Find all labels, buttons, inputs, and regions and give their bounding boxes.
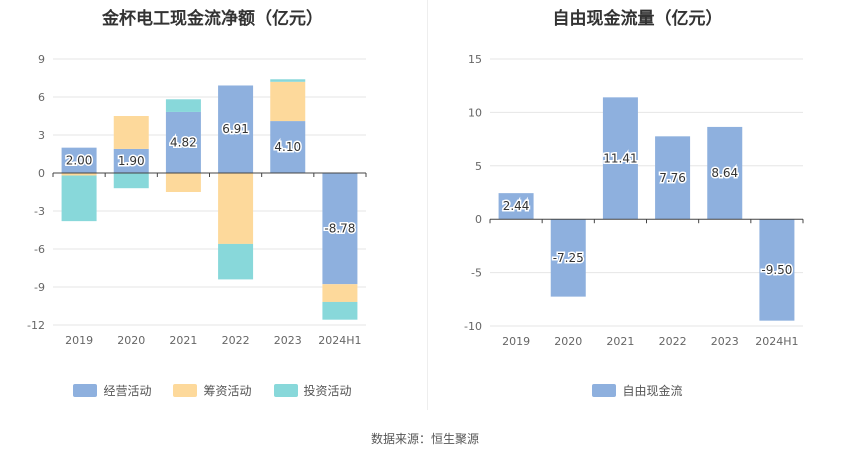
free-cash-flow-chart: 15 10 5 0 -5 -10 2019 2020 2021 2022 2023 2024H1 2.4… xyxy=(464,53,804,348)
data-label: 4.82 xyxy=(170,135,197,149)
bar-segment xyxy=(759,219,795,321)
bar-segment xyxy=(550,219,586,297)
y-tick-label: 9 xyxy=(38,53,45,66)
data-label: 8.64 xyxy=(711,166,738,180)
panel-divider xyxy=(427,0,428,410)
bar-segment xyxy=(61,147,97,173)
data-label: 4.10 xyxy=(274,140,301,154)
bar-segment xyxy=(602,97,638,220)
data-source-footer: 数据来源：恒生聚源 xyxy=(370,432,479,446)
x-tick-label: 2021 xyxy=(169,334,197,347)
legend-swatch xyxy=(273,384,298,397)
x-tick-label: 2024H1 xyxy=(755,335,798,348)
legend-label: 筹资活动 xyxy=(203,384,252,398)
bars xyxy=(498,97,795,321)
legend-item[interactable]: 投资活动 xyxy=(273,382,352,399)
y-tick-label: -12 xyxy=(27,319,45,332)
bar-segment xyxy=(61,175,97,222)
x-tick-label: 2020 xyxy=(554,335,582,348)
data-label: 1.90 xyxy=(118,154,145,168)
legend-item[interactable]: 自由现金流 xyxy=(592,382,683,399)
data-label: -8.78 xyxy=(324,222,355,236)
bars xyxy=(61,79,358,320)
legend-swatch xyxy=(173,384,198,397)
y-tick-label: 0 xyxy=(475,213,482,226)
bar-segment xyxy=(113,173,149,189)
bar-segment xyxy=(165,99,201,112)
x-tick-label: 2020 xyxy=(117,334,145,347)
y-tick-label: -5 xyxy=(471,267,482,280)
y-tick-label: 15 xyxy=(468,53,482,66)
bar-segment xyxy=(655,136,691,220)
chart-title: 自由现金流量（亿元） xyxy=(552,9,723,29)
bar-segment xyxy=(270,81,306,122)
cash-flow-chart: 9 6 3 0 -3 -6 -9 -12 2019 2020 2021 2022 2023 2024H1 2… xyxy=(27,53,367,347)
y-tick-label: -9 xyxy=(34,281,45,294)
legend-label: 投资活动 xyxy=(303,384,352,398)
y-tick-label: 0 xyxy=(38,167,45,180)
bar-segment xyxy=(218,173,254,244)
data-label: 2.44 xyxy=(503,199,530,213)
bar-segment xyxy=(707,126,743,220)
data-label: 2.00 xyxy=(66,153,93,167)
legend-item[interactable]: 筹资活动 xyxy=(173,382,252,399)
x-tick-label: 2019 xyxy=(502,335,530,348)
bar-segment xyxy=(498,193,534,220)
left-chart-panel: 金杯电工现金流净额（亿元） 9 6 3 0 -3 -6 -9 -12 2019 2020 2021 2… xyxy=(0,0,425,410)
data-label: -9.50 xyxy=(761,263,792,277)
right-chart-panel: 自由现金流量（亿元） 15 10 5 0 -5 -10 2019 2020 2021 2022 20… xyxy=(425,0,850,410)
legend: 自由现金流 xyxy=(425,382,850,399)
x-tick-label: 2024H1 xyxy=(318,334,361,347)
legend-swatch xyxy=(73,384,98,397)
x-tick-label: 2023 xyxy=(274,334,302,347)
x-tick-label: 2022 xyxy=(659,335,687,348)
y-tick-label: 3 xyxy=(38,129,45,142)
y-tick-label: -3 xyxy=(34,205,45,218)
chart-title: 金杯电工现金流净额（亿元） xyxy=(102,9,323,29)
legend-label: 自由现金流 xyxy=(622,384,683,398)
bar-segment xyxy=(270,79,306,82)
y-tick-label: 5 xyxy=(475,160,482,173)
bar-segment xyxy=(270,121,306,173)
bar-segment xyxy=(165,111,201,173)
bar-segment xyxy=(113,116,149,149)
x-tick-label: 2019 xyxy=(65,334,93,347)
legend: 经营活动 筹资活动 投资活动 xyxy=(0,382,425,399)
x-tick-label: 2023 xyxy=(711,335,739,348)
data-label: -7.25 xyxy=(553,251,584,265)
bar-segment xyxy=(322,173,358,285)
bar-segment xyxy=(165,173,201,192)
bar-segment xyxy=(322,284,358,302)
y-tick-label: -10 xyxy=(464,320,482,333)
bar-segment xyxy=(218,243,254,280)
data-label: 11.41 xyxy=(603,151,637,165)
legend-swatch xyxy=(592,384,617,397)
y-tick-label: -6 xyxy=(34,243,45,256)
legend-label: 经营活动 xyxy=(103,384,152,398)
y-tick-label: 10 xyxy=(468,106,482,119)
bar-segment xyxy=(218,85,254,173)
data-label: 6.91 xyxy=(222,122,249,136)
bar-segment xyxy=(113,148,149,173)
data-label: 7.76 xyxy=(659,171,686,185)
bar-segment xyxy=(322,301,358,320)
y-tick-label: 6 xyxy=(38,91,45,104)
bar-segment xyxy=(61,173,97,176)
x-tick-label: 2022 xyxy=(222,334,250,347)
legend-item[interactable]: 经营活动 xyxy=(73,382,151,399)
x-tick-label: 2021 xyxy=(606,335,634,348)
